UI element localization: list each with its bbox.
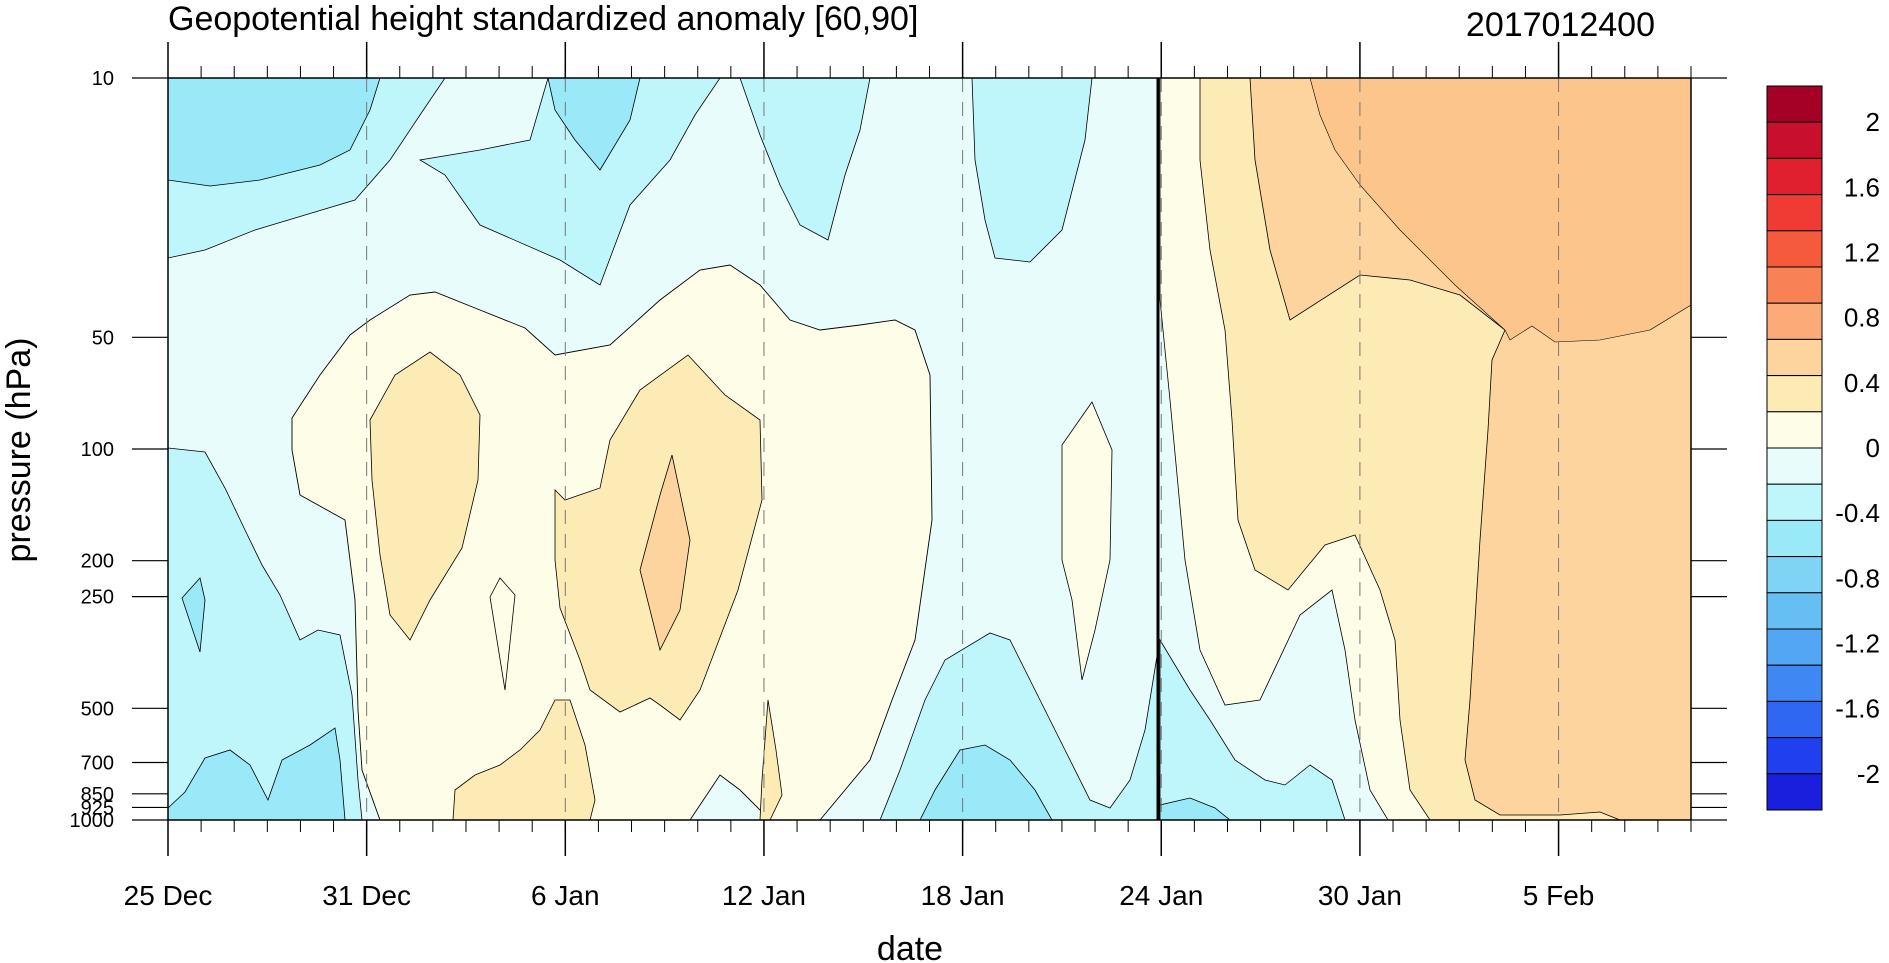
- x-tick-label: 30 Jan: [1318, 880, 1402, 911]
- y-tick-label: 850: [81, 784, 114, 806]
- contour-region-pos-center-bottom-2: [759, 699, 783, 820]
- colorbar-label: -0.4: [1835, 498, 1880, 528]
- colorbar: [1766, 85, 1823, 811]
- colorbar-swatch: [1766, 483, 1823, 521]
- colorbar-swatch: [1766, 338, 1823, 377]
- colorbar-swatch: [1766, 664, 1823, 702]
- x-tick-label: 18 Jan: [921, 880, 1005, 911]
- y-tick-label: 10: [92, 68, 114, 90]
- colorbar-label: 1.6: [1844, 172, 1880, 202]
- colorbar-labels: 2 1.6 1.2 0.8 0.4 0 -0.4 -0.8 -1.2 -1.6 -2: [1835, 107, 1880, 789]
- chart-title: Geopotential height standardized anomaly…: [168, 0, 918, 38]
- x-tick-label: 31 Dec: [322, 880, 411, 911]
- colorbar-swatch: [1766, 194, 1823, 232]
- colorbar-label: 0: [1866, 433, 1880, 463]
- colorbar-swatch: [1766, 700, 1823, 739]
- contour-region-neg-top-mid: [418, 78, 721, 286]
- contour-region-neg-top-center: [739, 78, 871, 241]
- x-axis-label: date: [877, 930, 943, 963]
- colorbar-label: -1.2: [1835, 628, 1880, 658]
- colorbar-swatch: [1766, 157, 1823, 196]
- colorbar-label: 0.4: [1844, 368, 1880, 398]
- contour-region-neg-upper-left-core: [168, 78, 381, 187]
- contour-region-pos-spike: [1061, 401, 1113, 681]
- contour-region-pos-center-bottom: [452, 699, 596, 820]
- chart-subtitle: 2017012400: [1466, 6, 1655, 44]
- x-tick-label: 25 Dec: [124, 880, 213, 911]
- contour-region-pos-right-07: [1309, 78, 1691, 343]
- contour-region-neg-lower-right: [1159, 638, 1346, 820]
- colorbar-label: -0.8: [1835, 563, 1880, 593]
- y-tick-label: 200: [81, 551, 114, 573]
- y-tick-label: 250: [81, 587, 114, 609]
- colorbar-label: -1.6: [1835, 694, 1880, 724]
- colorbar-swatch: [1766, 375, 1823, 413]
- y-tick-label: 100: [81, 439, 114, 461]
- x-axis-ticks: 25 Dec 31 Dec 6 Jan 12 Jan 18 Jan 24 Jan 30 Ja…: [124, 42, 1692, 911]
- colorbar-swatch: [1766, 411, 1823, 449]
- contour-region-pos-small: [489, 577, 516, 691]
- colorbar-label: 0.8: [1844, 303, 1880, 333]
- contour-region-neg-lower-left-core: [168, 727, 346, 820]
- contour-fill: [168, 78, 1691, 820]
- y-tick-label: 500: [81, 698, 114, 720]
- colorbar-swatch: [1766, 737, 1823, 775]
- y-tick-label: 700: [81, 753, 114, 775]
- colorbar-swatch: [1766, 121, 1823, 159]
- x-tick-label: 12 Jan: [722, 880, 806, 911]
- date-gridlines: [366, 78, 1560, 820]
- colorbar-swatch: [1766, 628, 1823, 666]
- contour-region-neg-lower-right-core: [1159, 797, 1231, 820]
- contour-region-neg-top-right: [971, 78, 1093, 263]
- colorbar-swatch: [1766, 592, 1823, 630]
- colorbar-label: 2: [1866, 107, 1880, 137]
- contour-region-neg-lower-left: [168, 447, 363, 820]
- colorbar-swatch: [1766, 266, 1823, 304]
- colorbar-swatch: [1766, 302, 1823, 340]
- contour-region-neg-small-left: [181, 577, 206, 653]
- colorbar-swatch: [1766, 447, 1823, 485]
- contour-region-neg-lower-mid-core: [919, 744, 1053, 820]
- y-tick-label: 925: [81, 797, 114, 819]
- colorbar-swatch: [1766, 230, 1823, 268]
- colorbar-label: 1.2: [1844, 238, 1880, 268]
- contour-region-neg-top-mid-core: [547, 78, 641, 171]
- x-tick-label: 5 Feb: [1523, 880, 1595, 911]
- x-tick-label: 24 Jan: [1119, 880, 1203, 911]
- colorbar-swatch: [1766, 556, 1823, 594]
- contour-region-pos-center-03a: [369, 351, 481, 641]
- x-tick-label: 6 Jan: [531, 880, 600, 911]
- y-axis-label: pressure (hPa): [0, 338, 38, 563]
- colorbar-label: -2: [1857, 759, 1880, 789]
- colorbar-swatch: [1766, 85, 1823, 123]
- contour-region-pos-center-05: [639, 454, 691, 652]
- colorbar-swatch: [1766, 773, 1823, 811]
- y-tick-label: 1000: [70, 810, 115, 832]
- y-tick-label: 50: [92, 327, 114, 349]
- colorbar-swatch: [1766, 519, 1823, 558]
